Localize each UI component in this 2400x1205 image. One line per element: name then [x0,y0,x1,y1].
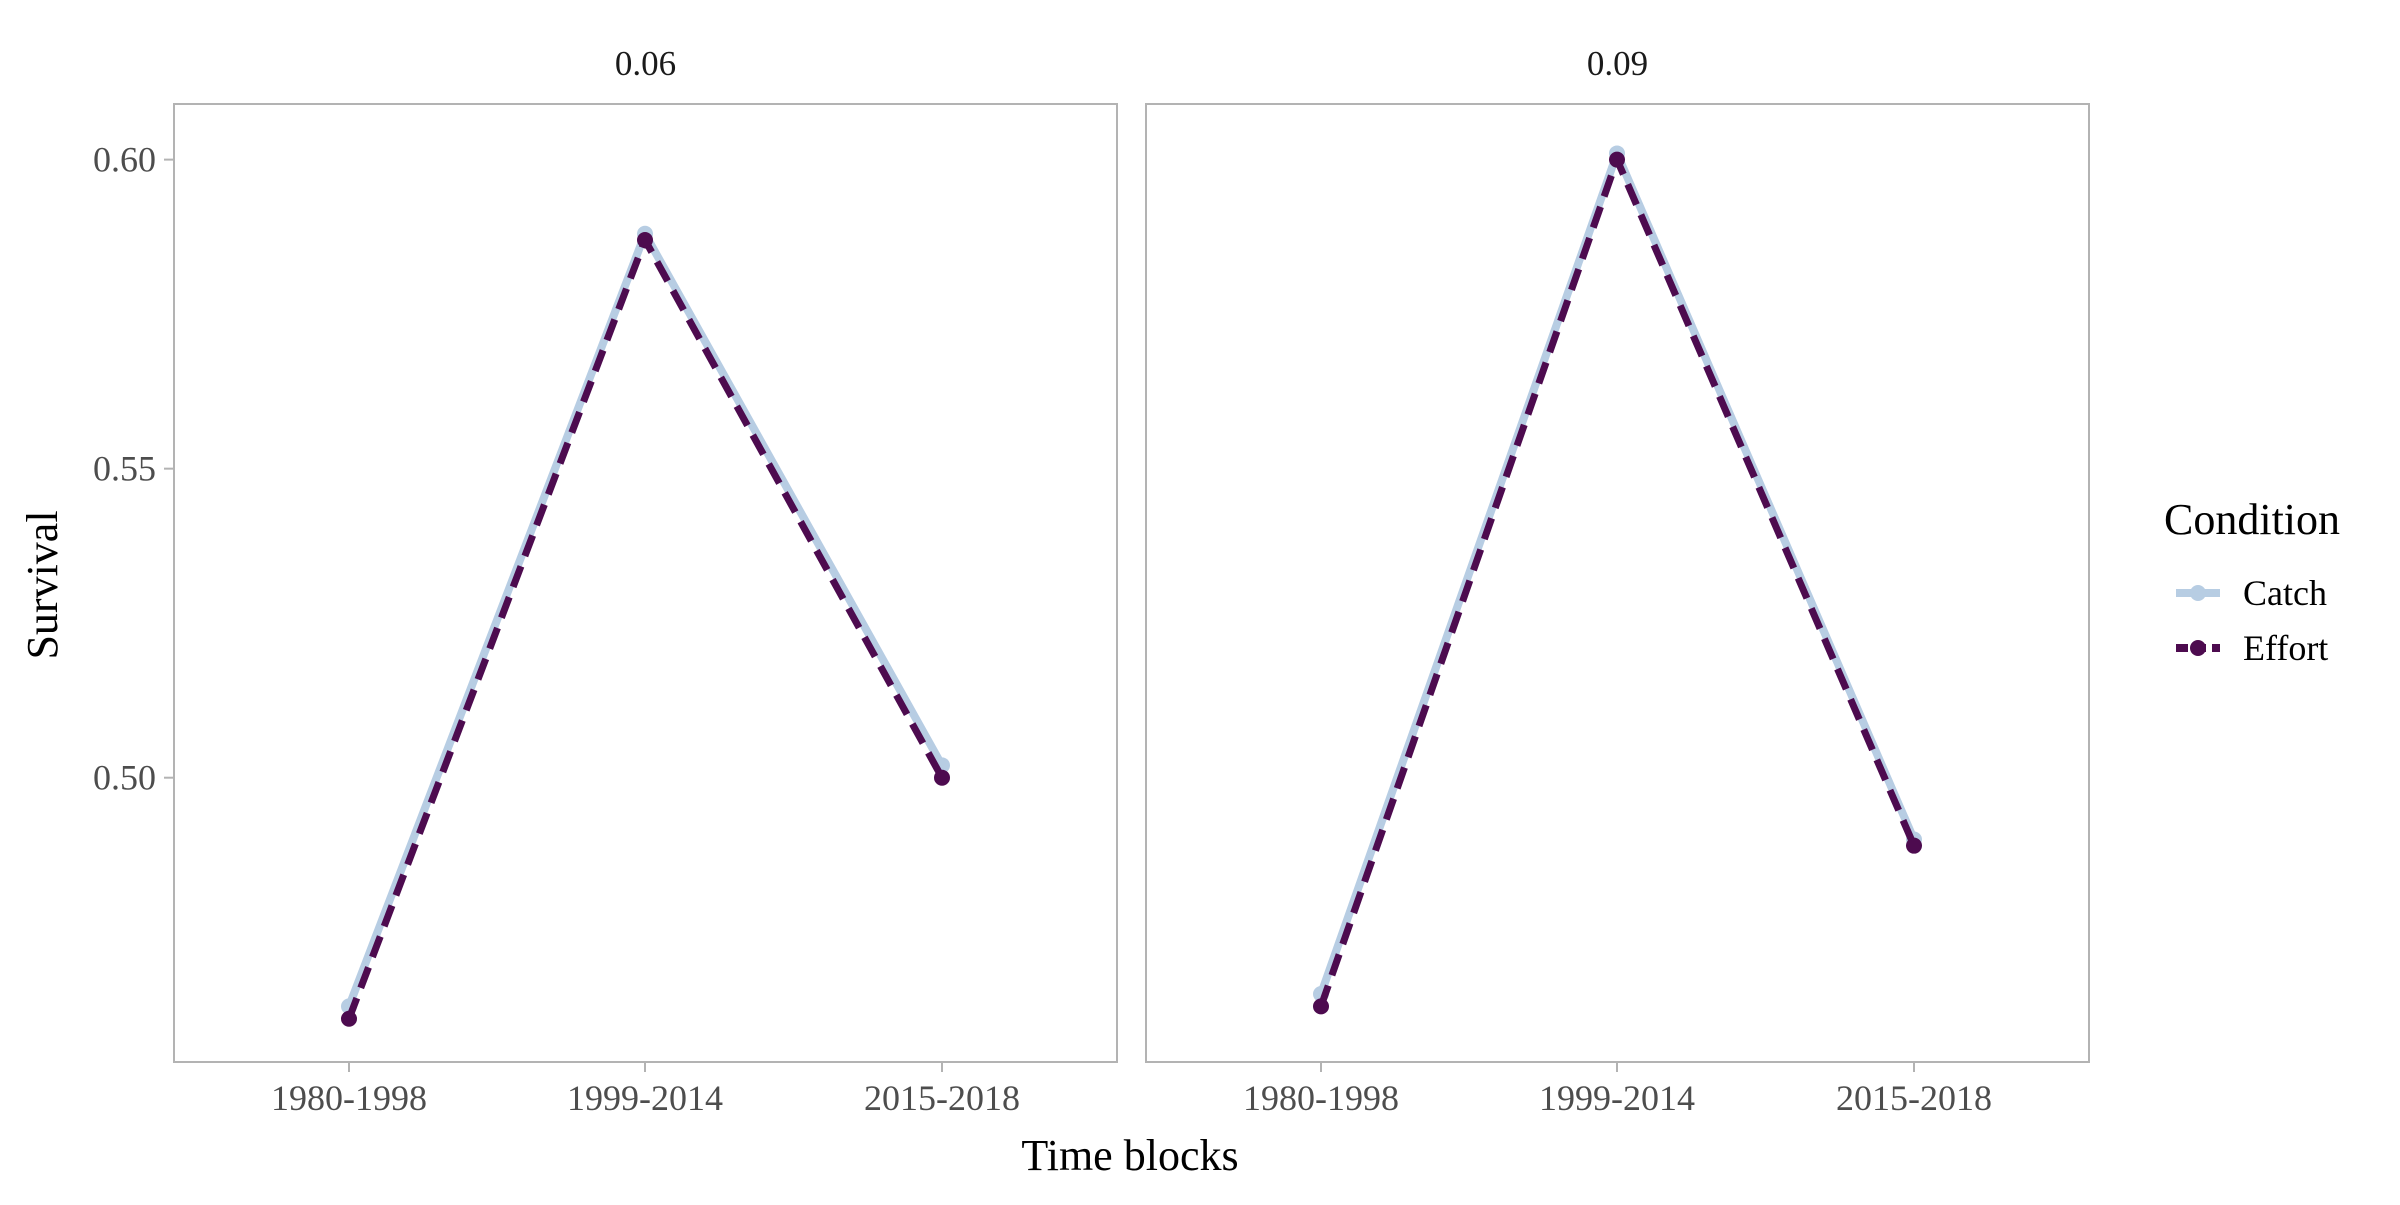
x-tick-label: 2015-2018 [1836,1078,1992,1118]
legend-item-effort: Effort [2176,628,2328,668]
panels-layer: 0.06 0.50 0.55 0.60 1980-1998 1999-2014 2015-2… [93,44,2090,1118]
panel-strip-label: 0.09 [1587,44,1648,83]
x-axis-title: Time blocks [1021,1131,1238,1180]
y-tick-label: 0.55 [93,449,156,489]
data-point-effort [1906,837,1922,854]
legend-item-catch: Catch [2176,573,2327,613]
y-tick-label: 0.60 [93,140,156,180]
data-point-effort [341,1010,357,1027]
legend-entries: Catch Effort [2176,573,2328,668]
x-tick-label: 1999-2014 [1539,1078,1695,1118]
x-tick-label: 1999-2014 [567,1078,723,1118]
x-tick-label: 2015-2018 [864,1078,1020,1118]
panel-frame [1145,103,2090,1063]
legend-key-point [2190,585,2206,601]
data-point-effort [934,769,950,786]
panel-strip-label: 0.06 [615,44,676,83]
panel-2: 0.09 1980-1998 1999-2014 2015-2018 [1145,44,2090,1118]
x-tick-label: 1980-1998 [271,1078,427,1118]
data-point-effort [1609,151,1625,168]
series-effort [1313,151,1922,1015]
x-tick-label: 1980-1998 [1243,1078,1399,1118]
y-tick-label: 0.50 [93,758,156,798]
y-axis-title: Survival [18,510,67,659]
panel-frame [173,103,1118,1063]
legend-title: Condition [2164,495,2340,544]
data-point-effort [1313,998,1329,1015]
legend-key-point [2190,640,2206,656]
legend: Condition Catch Effort [2164,495,2340,668]
series-effort [341,231,950,1027]
panel-1: 0.06 0.50 0.55 0.60 1980-1998 1999-2014 2015-2… [93,44,1118,1118]
data-point-effort [637,231,653,248]
legend-label: Effort [2243,628,2328,668]
legend-label: Catch [2243,573,2327,613]
